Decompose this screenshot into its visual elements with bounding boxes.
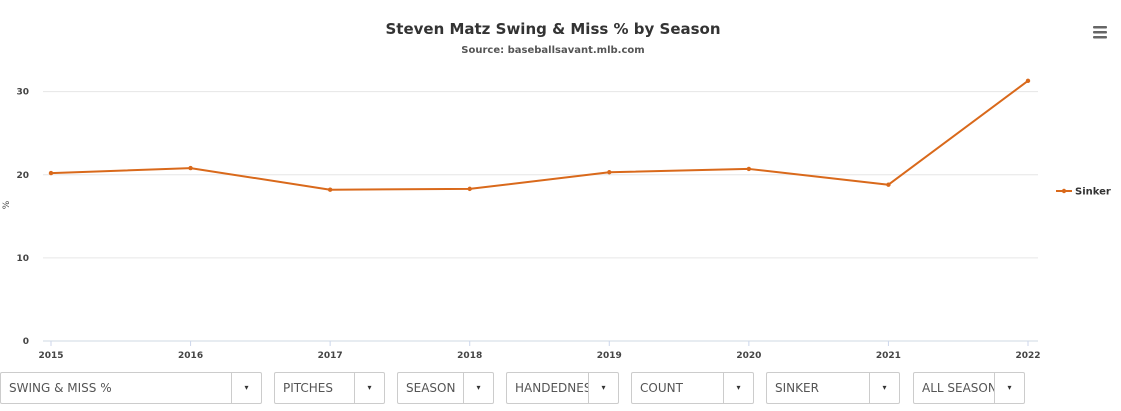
gridlines <box>43 91 1038 342</box>
handedness-dropdown[interactable]: HANDEDNESS ▾ <box>506 372 619 404</box>
pitches-dropdown-label: PITCHES <box>283 381 334 395</box>
count-dropdown-label: COUNT <box>640 381 683 395</box>
chevron-down-icon: ▾ <box>869 373 899 403</box>
pitches-dropdown[interactable]: PITCHES ▾ <box>274 372 385 404</box>
chevron-down-icon: ▾ <box>994 373 1024 403</box>
chevron-down-icon: ▾ <box>463 373 493 403</box>
filter-controls: SWING & MISS % ▾ PITCHES ▾ SEASON ▾ HAND… <box>0 372 1121 406</box>
series-group <box>48 78 1031 192</box>
x-tick-label: 2016 <box>178 351 203 361</box>
count-dropdown[interactable]: COUNT ▾ <box>631 372 754 404</box>
y-axis-ticks: 0 10 20 30 <box>16 88 29 347</box>
metric-dropdown-label: SWING & MISS % <box>9 381 112 395</box>
season-dropdown[interactable]: SEASON ▾ <box>397 372 494 404</box>
legend-item-sinker[interactable]: Sinker <box>1075 187 1111 198</box>
chevron-down-icon: ▾ <box>588 373 618 403</box>
y-tick-label: 10 <box>16 254 29 264</box>
x-tick-label: 2015 <box>38 351 63 361</box>
pitch-type-dropdown-label: SINKER <box>775 381 819 395</box>
all-seasons-dropdown-label: ALL SEASONS <box>922 381 994 395</box>
handedness-dropdown-label: HANDEDNESS <box>515 381 589 395</box>
data-point[interactable] <box>188 165 193 171</box>
hamburger-menu-icon <box>1093 26 1107 39</box>
chevron-down-icon: ▾ <box>354 373 384 403</box>
y-tick-label: 20 <box>16 171 29 181</box>
y-tick-label: 0 <box>23 337 29 347</box>
legend-marker <box>1061 188 1067 194</box>
y-tick-label: 30 <box>16 88 29 98</box>
x-tick-label: 2017 <box>318 351 343 361</box>
data-point[interactable] <box>886 182 891 187</box>
series-line-sinker <box>50 80 1029 191</box>
chart-subtitle: Source: baseballsavant.mlb.com <box>461 45 644 56</box>
data-point[interactable] <box>1025 78 1031 84</box>
chart: Steven Matz Swing & Miss % by Season Sou… <box>2 20 1111 361</box>
chevron-down-icon: ▾ <box>723 373 753 403</box>
chevron-down-icon: ▾ <box>231 373 261 403</box>
chart-title: Steven Matz Swing & Miss % by Season <box>385 20 720 38</box>
metric-dropdown[interactable]: SWING & MISS % ▾ <box>0 372 262 404</box>
x-axis-ticks: 2015 2016 2017 2018 2019 2020 2021 2022 <box>38 341 1041 361</box>
x-tick-label: 2020 <box>736 351 761 361</box>
data-point[interactable] <box>746 166 752 172</box>
x-tick-label: 2022 <box>1015 351 1040 361</box>
data-point[interactable] <box>327 187 333 192</box>
chart-menu-button[interactable] <box>1090 24 1110 40</box>
data-point[interactable] <box>467 186 472 192</box>
y-axis-label: % <box>2 200 12 209</box>
legend[interactable]: Sinker <box>1056 187 1111 198</box>
all-seasons-dropdown[interactable]: ALL SEASONS ▾ <box>913 372 1025 404</box>
data-point[interactable] <box>48 170 54 176</box>
pitch-type-dropdown[interactable]: SINKER ▾ <box>766 372 900 404</box>
x-tick-label: 2021 <box>876 351 901 361</box>
season-dropdown-label: SEASON <box>406 381 456 395</box>
data-point[interactable] <box>607 170 612 175</box>
x-tick-label: 2019 <box>597 351 622 361</box>
x-tick-label: 2018 <box>457 351 482 361</box>
